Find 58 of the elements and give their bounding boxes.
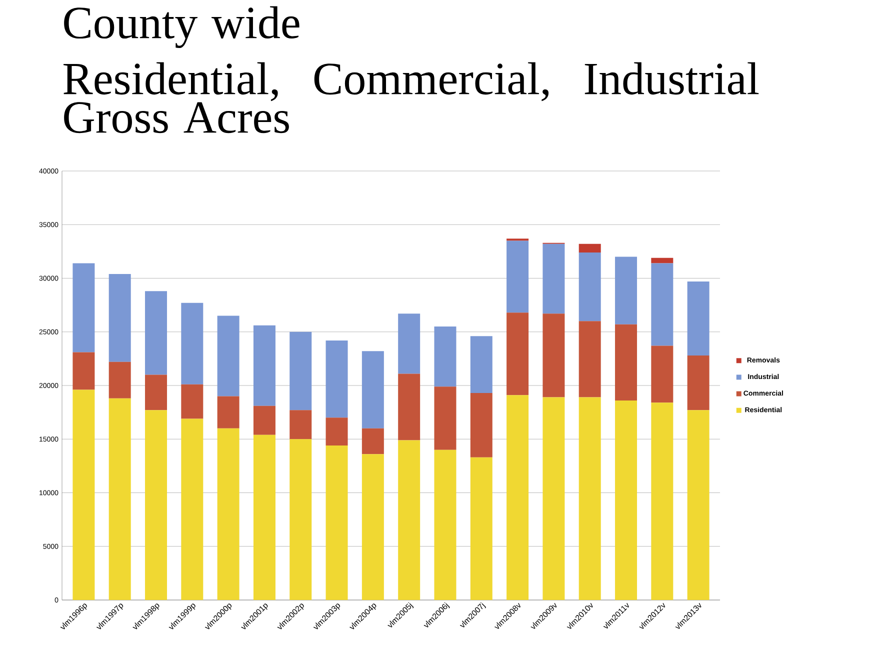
bar [578,252,601,322]
bar [651,402,674,600]
bar [326,446,348,600]
bar [217,396,240,428]
bar [542,397,565,600]
bar [687,410,710,600]
bar [434,326,456,387]
bar [578,397,601,600]
bar [470,457,492,600]
bar [253,434,276,600]
bar [72,390,95,600]
bar [542,314,565,398]
bar [470,393,492,458]
chart-subtitle: Residential, Commercial, Industrial Gross Acres [64,62,759,134]
bar [72,263,95,352]
bar [290,332,312,410]
bar [362,428,384,454]
bar [145,291,168,375]
bar [651,263,674,346]
bar [72,352,95,390]
bar [181,418,204,600]
bar [506,395,529,600]
bar [362,351,384,428]
bar [398,314,420,374]
bar [108,362,131,398]
bar [145,410,168,600]
bar [108,398,131,600]
bar [687,355,710,410]
bar [326,340,348,418]
bar [615,400,638,600]
bar [578,244,601,253]
bar [145,374,168,410]
bar [181,302,204,384]
bar [217,428,240,600]
bar [362,454,384,600]
bar [615,324,638,401]
bar [542,244,565,314]
bar [578,321,601,398]
bar [651,346,674,403]
bar [434,450,456,600]
bar [434,386,456,450]
bar [651,258,674,264]
bar [253,325,276,406]
bar [398,440,420,600]
bar [687,281,710,356]
bar [253,406,276,435]
bar [217,316,240,396]
bar [181,384,204,419]
bar [398,374,420,440]
bar [615,256,638,324]
chart-title: County wide [64,6,300,48]
bar [470,336,492,394]
bar [506,312,529,396]
bar [506,240,529,313]
bar [108,274,131,362]
bar [290,439,312,600]
bar [326,418,348,446]
bar [290,410,312,440]
